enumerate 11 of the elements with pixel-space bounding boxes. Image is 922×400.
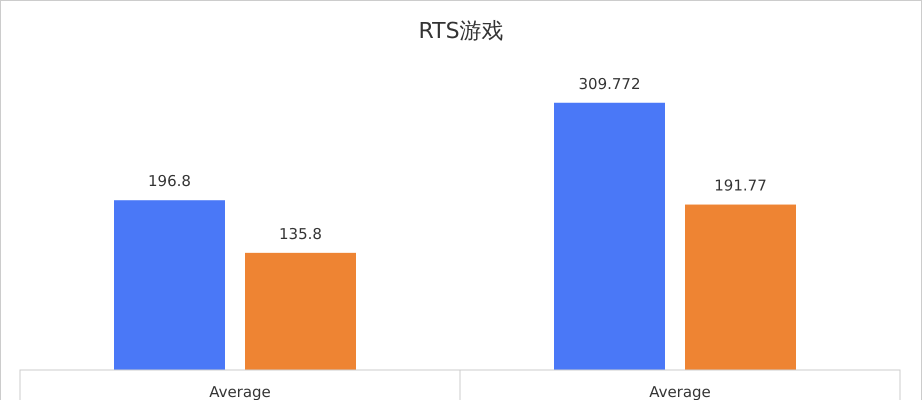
bar bbox=[685, 204, 796, 370]
bar bbox=[245, 252, 356, 370]
x-tick-label: Average bbox=[209, 383, 271, 400]
x-tick-label: Average bbox=[649, 383, 711, 400]
data-label: 309.772 bbox=[578, 74, 641, 93]
bar bbox=[114, 200, 225, 370]
data-label: 196.8 bbox=[148, 172, 191, 190]
chart-title: RTS游戏 bbox=[418, 19, 504, 44]
data-label: 135.8 bbox=[279, 224, 322, 243]
bar bbox=[554, 102, 665, 370]
data-label: 191.77 bbox=[714, 176, 767, 195]
